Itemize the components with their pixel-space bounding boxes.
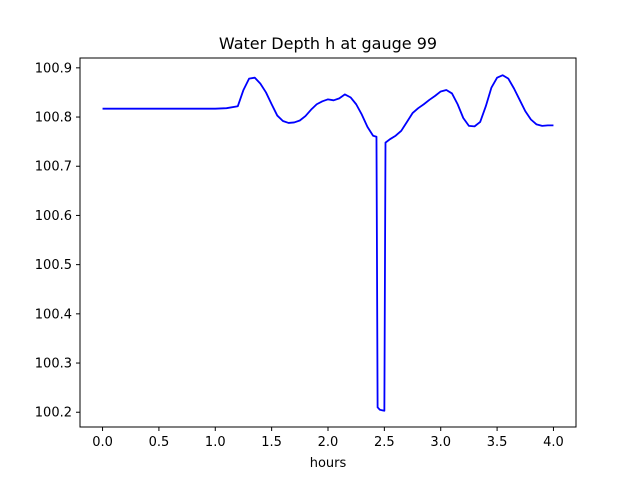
x-tick-label: 2.0 [318, 435, 339, 450]
x-tick-label: 0.0 [92, 435, 113, 450]
x-tick-label: 0.5 [149, 435, 170, 450]
x-tick-label: 4.0 [543, 435, 564, 450]
x-tick-label: 3.5 [487, 435, 508, 450]
y-axis: 100.2 100.3 100.4 100.5 100.6 100.7 100.8 100.9 [35, 61, 80, 421]
x-tick-label: 2.5 [374, 435, 395, 450]
x-axis-label: hours [310, 456, 347, 471]
x-tick-label: 3.0 [430, 435, 451, 450]
y-tick-label: 100.4 [35, 307, 72, 322]
y-tick-label: 100.6 [35, 209, 72, 224]
y-tick-label: 100.9 [35, 61, 72, 76]
x-axis: 0.0 0.5 1.0 1.5 2.0 2.5 3.0 3.5 4.0 [92, 427, 564, 450]
x-tick-label: 1.5 [261, 435, 282, 450]
y-tick-label: 100.7 [35, 160, 72, 175]
y-tick-label: 100.3 [35, 357, 72, 372]
y-tick-label: 100.5 [35, 258, 72, 273]
plot-area [102, 74, 554, 412]
series-line-0 [102, 74, 554, 412]
y-tick-label: 100.8 [35, 111, 72, 126]
y-tick-label: 100.2 [35, 406, 72, 421]
x-tick-label: 1.0 [205, 435, 226, 450]
chart-title: Water Depth h at gauge 99 [219, 34, 437, 53]
